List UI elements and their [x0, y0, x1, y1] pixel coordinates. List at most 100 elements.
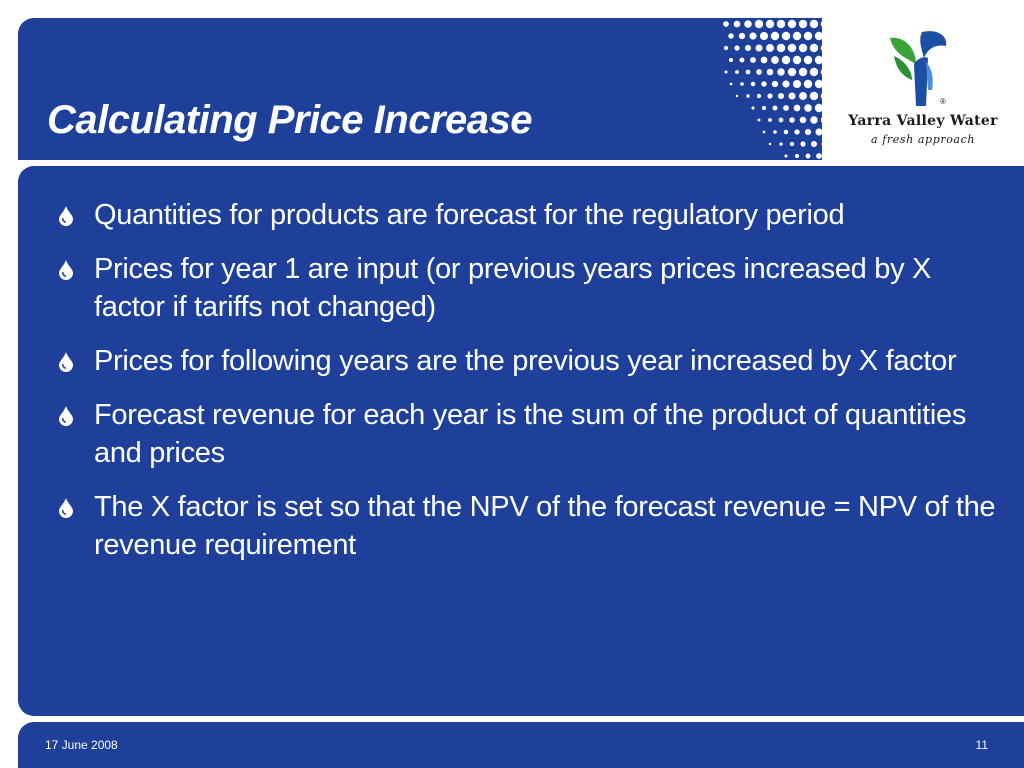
decorative-dot	[768, 118, 772, 122]
decorative-dot	[767, 93, 773, 99]
decorative-dot	[746, 94, 750, 98]
decorative-dot	[761, 105, 767, 111]
decorative-dot	[768, 142, 772, 146]
decorative-dot	[803, 31, 813, 41]
decorative-dot	[773, 130, 777, 134]
water-drop-icon	[59, 406, 73, 426]
decorative-dot	[798, 19, 808, 29]
decorative-dot	[756, 69, 762, 75]
decorative-dot	[750, 81, 756, 87]
bullet-text: Quantities for products are forecast for…	[94, 199, 845, 231]
bullet-list: Quantities for products are forecast for…	[58, 196, 998, 580]
decorative-dot	[783, 105, 789, 111]
decorative-dot	[816, 153, 822, 159]
decorative-dot	[809, 19, 819, 29]
decorative-dot	[788, 92, 796, 100]
yarra-valley-water-logo-icon: ®	[890, 31, 947, 106]
decorative-dot	[795, 154, 799, 158]
decorative-dot	[792, 55, 802, 65]
decorative-dot	[765, 19, 775, 29]
decorative-dot	[798, 43, 808, 53]
decorative-dot	[787, 19, 797, 29]
decorative-dot	[783, 129, 789, 135]
slide-title: Calculating Price Increase	[47, 98, 533, 142]
decorative-dot	[809, 43, 819, 53]
decorative-dot	[723, 21, 729, 27]
decorative-dot	[733, 20, 741, 28]
decorative-dot	[740, 82, 744, 86]
decorative-dot	[777, 68, 785, 76]
decorative-dot	[745, 69, 751, 75]
decorative-dot	[781, 55, 791, 65]
registered-mark: ®	[940, 97, 946, 106]
decorative-dot	[779, 142, 783, 146]
decorative-dot	[735, 70, 739, 74]
list-item: Forecast revenue for each year is the su…	[58, 396, 998, 472]
decorative-dot	[728, 57, 734, 63]
decorative-dot	[789, 117, 795, 123]
decorative-dot	[798, 67, 808, 77]
decorative-dot	[804, 104, 812, 112]
decorative-dot	[738, 32, 746, 40]
decorative-dot	[735, 94, 739, 98]
decorative-dot	[771, 56, 779, 64]
decorative-dot	[814, 103, 824, 113]
bullet-text: Prices for following years are the previ…	[94, 345, 957, 377]
decorative-dot	[766, 44, 774, 52]
water-drop-icon	[59, 260, 73, 280]
content-panel	[18, 166, 1024, 716]
decorative-dot	[799, 116, 807, 124]
list-item: Prices for following years are the previ…	[58, 342, 998, 380]
decorative-dot	[809, 67, 819, 77]
decorative-dot	[814, 79, 824, 89]
page-number: 11	[975, 738, 988, 752]
decorative-dot	[762, 130, 766, 134]
decorative-dot	[776, 19, 786, 29]
decorative-dot	[794, 129, 800, 135]
decorative-dot	[756, 93, 762, 99]
bullet-text: The X factor is set so that the NPV of t…	[94, 491, 996, 561]
decorative-dot	[777, 92, 785, 100]
decorative-dot	[771, 80, 779, 88]
decorative-dot	[782, 80, 790, 88]
decorative-dot	[815, 128, 823, 136]
decorative-dot	[761, 81, 767, 87]
decorative-dot	[728, 33, 734, 39]
decorative-dot	[814, 55, 824, 65]
decorative-dot	[754, 19, 764, 29]
decorative-dot	[724, 70, 728, 74]
decorative-dot	[776, 43, 786, 53]
footer-date: 17 June 2008	[45, 738, 118, 752]
decorative-dot	[804, 128, 812, 136]
decorative-dot	[766, 68, 774, 76]
logo-tagline: a fresh approach	[870, 133, 976, 146]
decorative-dot	[810, 116, 818, 124]
decorative-dot	[787, 67, 797, 77]
decorative-dot	[750, 57, 756, 63]
decorative-dot	[755, 44, 763, 52]
list-item: The X factor is set so that the NPV of t…	[58, 488, 998, 564]
decorative-dot	[805, 153, 811, 159]
bullet-text: Prices for year 1 are input (or previous…	[94, 253, 932, 323]
footer-panel	[18, 722, 1024, 768]
water-drop-icon	[59, 352, 73, 372]
decorative-dot	[749, 32, 757, 40]
decorative-dot	[799, 92, 807, 100]
bullet-text: Forecast revenue for each year is the su…	[94, 399, 967, 469]
logo-name: Yarra Valley Water	[848, 113, 998, 129]
decorative-dot	[729, 82, 733, 86]
water-drop-icon	[59, 206, 73, 226]
decorative-dot	[751, 106, 755, 110]
decorative-dot	[800, 141, 806, 147]
decorative-dot	[723, 45, 729, 51]
decorative-dot	[792, 31, 802, 41]
decorative-dot	[781, 31, 791, 41]
decorative-dot	[759, 31, 769, 41]
decorative-dot	[739, 57, 745, 63]
decorative-dot	[793, 104, 801, 112]
decorative-dot	[760, 56, 768, 64]
decorative-dot	[810, 140, 818, 148]
list-item: Quantities for products are forecast for…	[58, 196, 998, 234]
decorative-dot	[778, 117, 784, 123]
decorative-dot	[787, 43, 797, 53]
